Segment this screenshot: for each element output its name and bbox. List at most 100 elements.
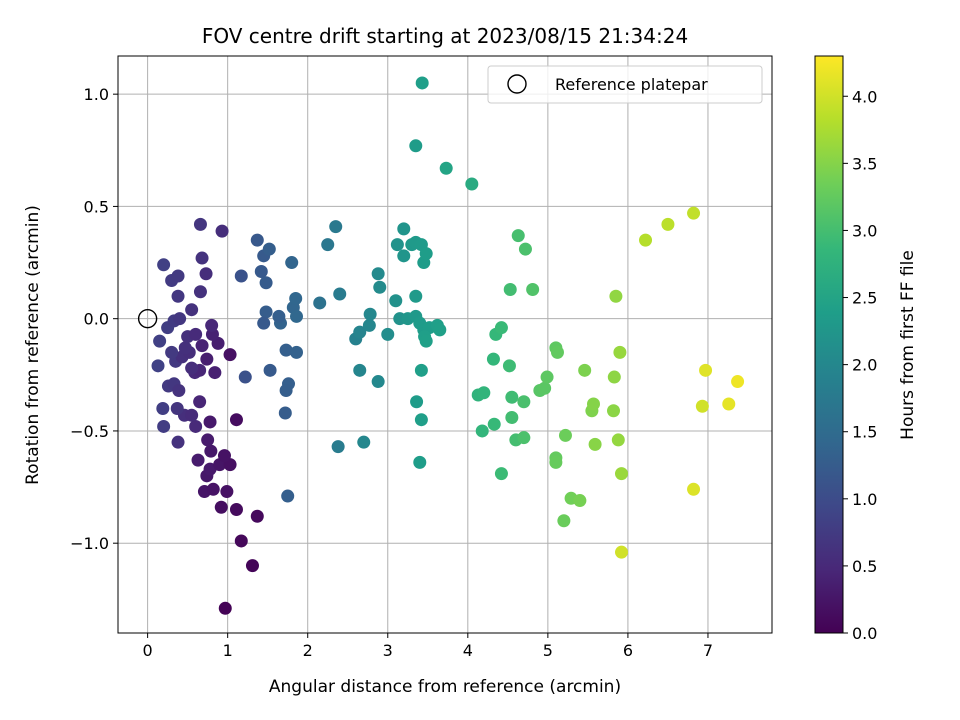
data-point	[189, 419, 203, 433]
data-point	[353, 363, 367, 377]
data-point	[518, 242, 532, 256]
data-point	[206, 482, 220, 496]
data-point	[220, 485, 234, 499]
x-tick-label: 2	[303, 641, 313, 660]
data-point	[413, 455, 427, 469]
data-point	[549, 455, 563, 469]
data-point	[171, 269, 185, 283]
colorbar-tick-label: 0.0	[852, 624, 877, 643]
colorbar-tick-label: 2.0	[852, 356, 877, 375]
data-point	[573, 494, 587, 508]
plot-frame	[117, 55, 773, 634]
data-points	[151, 76, 745, 615]
y-tick-label: −0.5	[70, 422, 109, 441]
data-point	[615, 467, 629, 481]
data-point	[611, 433, 625, 447]
data-point	[607, 404, 621, 418]
y-axis-ticks: −1.0 −0.5 0.0 0.5 1.0	[70, 85, 118, 553]
data-point	[201, 433, 215, 447]
data-point	[193, 395, 207, 409]
data-point	[217, 449, 231, 463]
data-point	[414, 413, 428, 427]
colorbar-tick-label: 3.0	[852, 221, 877, 240]
data-point	[289, 291, 303, 305]
data-point	[204, 444, 218, 458]
legend-marker-icon	[507, 74, 527, 94]
data-point	[173, 312, 187, 326]
x-tick-label: 7	[703, 641, 713, 660]
data-point	[193, 217, 207, 231]
colorbar-tick-label: 1.5	[852, 423, 877, 442]
colorbar-tick-label: 2.5	[852, 289, 877, 308]
data-point	[203, 415, 217, 429]
colorbar-tick-label: 0.5	[852, 557, 877, 576]
data-point	[609, 289, 623, 303]
data-point	[414, 363, 428, 377]
data-point	[389, 294, 403, 308]
data-point	[285, 256, 299, 270]
data-point	[290, 345, 304, 359]
data-point	[234, 534, 248, 548]
data-point	[189, 327, 203, 341]
data-point	[156, 401, 170, 415]
data-point	[390, 238, 404, 252]
x-tick-label: 5	[543, 641, 553, 660]
data-point	[353, 325, 367, 339]
data-point	[558, 428, 572, 442]
data-point	[151, 359, 165, 373]
data-point	[185, 408, 199, 422]
x-tick-label: 6	[623, 641, 633, 660]
data-point	[517, 395, 531, 409]
y-tick-label: 0.0	[84, 310, 109, 329]
data-point	[505, 390, 519, 404]
data-point	[199, 267, 213, 281]
data-point	[272, 309, 286, 323]
data-point	[178, 341, 192, 355]
data-point	[279, 343, 293, 357]
data-point	[373, 280, 387, 294]
x-tick-label: 4	[463, 641, 473, 660]
data-point	[254, 265, 268, 279]
data-point	[661, 217, 675, 231]
data-point	[195, 251, 209, 265]
data-point	[687, 482, 701, 496]
data-point	[433, 323, 447, 337]
data-point	[363, 307, 377, 321]
data-point	[157, 258, 171, 272]
data-point	[397, 249, 411, 263]
data-point	[215, 224, 229, 238]
data-point	[550, 345, 564, 359]
data-point	[578, 363, 592, 377]
data-point	[540, 370, 554, 384]
data-point	[223, 348, 237, 362]
data-point	[557, 514, 571, 528]
data-point	[218, 601, 232, 615]
data-point	[290, 309, 304, 323]
data-point	[200, 352, 214, 366]
data-point	[214, 500, 228, 514]
data-point	[511, 229, 525, 243]
data-point	[639, 233, 653, 247]
y-tick-label: 0.5	[84, 197, 109, 216]
data-point	[205, 318, 219, 332]
data-point	[165, 345, 179, 359]
data-point	[313, 296, 327, 310]
data-point	[538, 381, 552, 395]
data-point	[195, 339, 209, 353]
colorbar-tick-label: 4.0	[852, 87, 877, 106]
data-point	[586, 397, 600, 411]
data-point	[321, 238, 335, 252]
data-point	[281, 489, 295, 503]
y-tick-label: −1.0	[70, 534, 109, 553]
data-point	[517, 431, 531, 445]
legend-entry-label: Reference platepar	[555, 75, 708, 94]
data-point	[229, 503, 243, 517]
chart-title: FOV centre drift starting at 2023/08/15 …	[202, 24, 688, 48]
colorbar-label: Hours from first FF file	[898, 250, 918, 440]
data-point	[526, 282, 540, 296]
data-point	[502, 359, 516, 373]
data-point	[153, 334, 167, 348]
legend: Reference platepar	[487, 65, 763, 104]
data-point	[208, 366, 222, 380]
